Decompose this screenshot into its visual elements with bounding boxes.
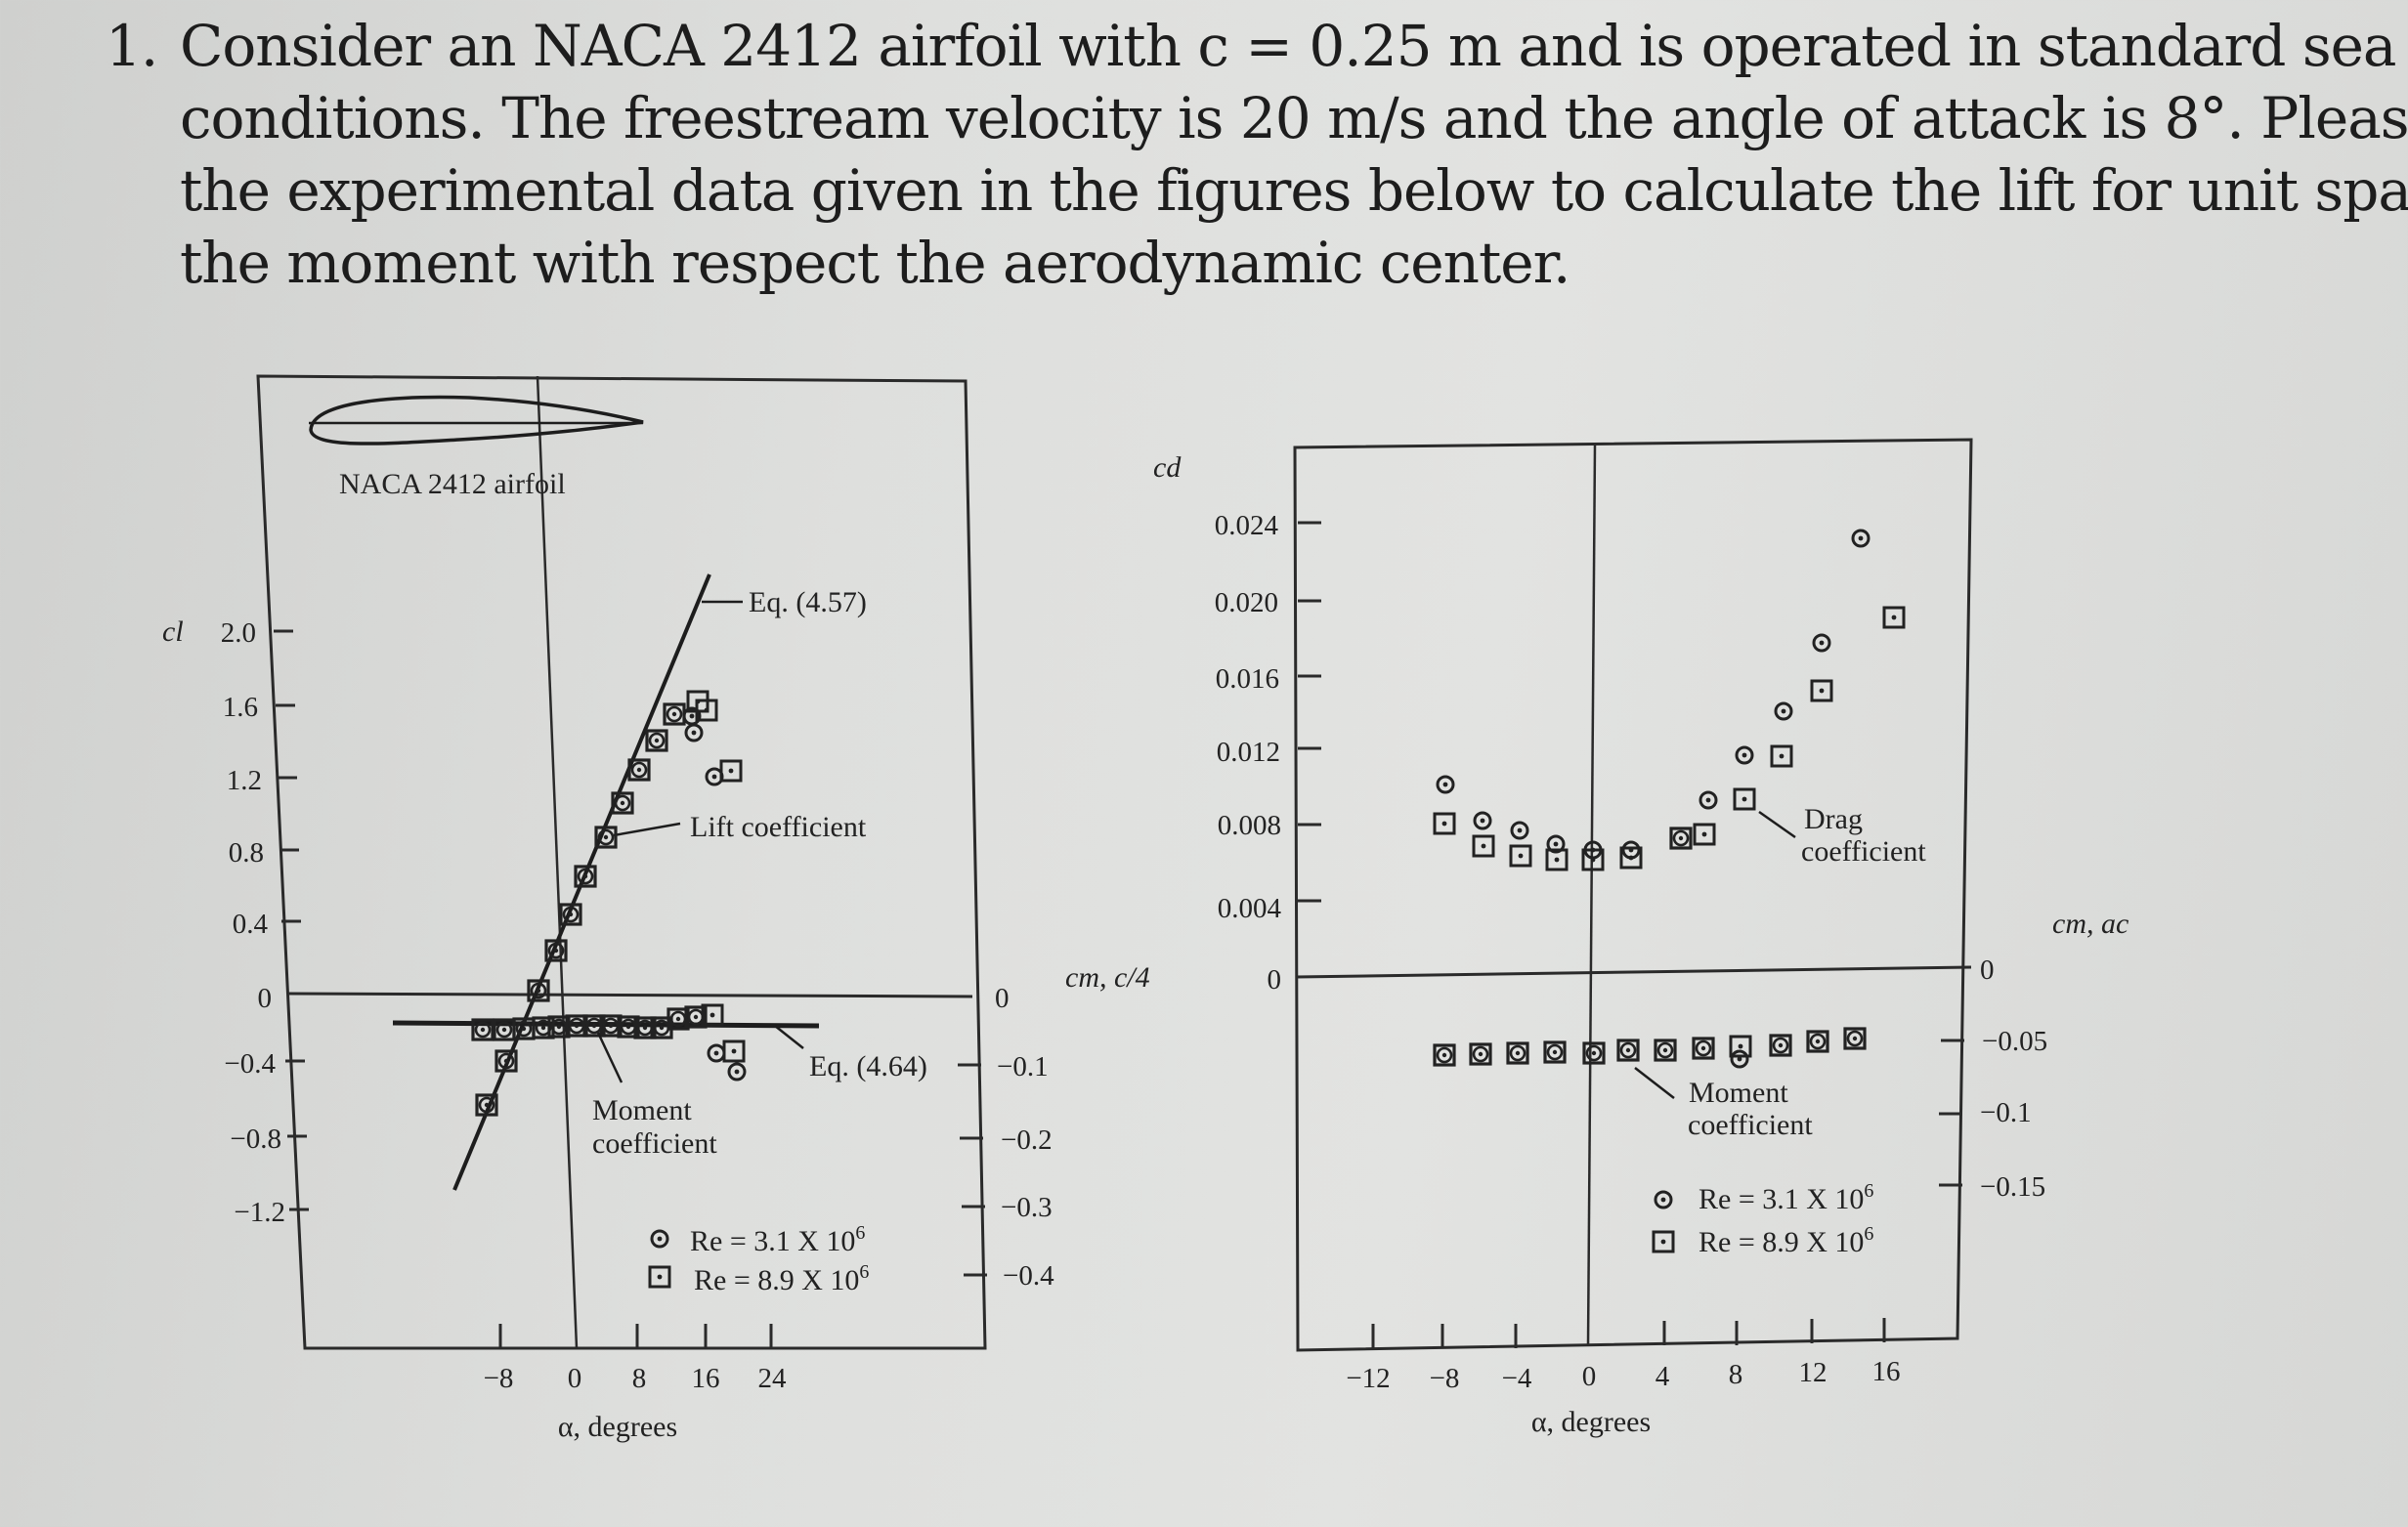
legend-re-3-1: Re = 3.1 X 106 [690, 1222, 865, 1257]
cl-tick: 0.4 [233, 909, 269, 940]
right-chart: cd 0.024 0.020 0.016 0.012 0.008 0.004 0… [1153, 438, 2128, 1438]
cl-axis: cl 2.0 1.6 1.2 0.8 0.4 0 −0.4 −0.8 −1.2 [162, 615, 309, 1228]
cl-tick: 0.8 [229, 837, 264, 869]
cm-c4-tick: −0.3 [1001, 1192, 1053, 1223]
alpha-tick: −8 [1430, 1363, 1460, 1394]
left-chart-frame [256, 374, 987, 1350]
moment-ac-label-line1: Moment [1689, 1077, 1788, 1109]
problem-line-2: conditions. The freestream velocity is 2… [180, 85, 2408, 151]
cl-tick: 0 [258, 983, 273, 1014]
cd-tick: 0.004 [1218, 893, 1282, 924]
cl-tick: 1.6 [223, 692, 258, 723]
re-3-1-marker-icon [650, 1229, 669, 1249]
left-alpha-axis: −8 0 8 16 24 α, degrees [484, 1324, 787, 1443]
alpha-tick: −8 [484, 1363, 514, 1394]
right-alpha-axis-label: α, degrees [1531, 1406, 1651, 1438]
problem-number: 1. [106, 13, 158, 79]
alpha-tick: 16 [1872, 1356, 1901, 1387]
right-alpha-zero-line [1586, 444, 1597, 1346]
cm-c4-tick: −0.1 [997, 1051, 1049, 1082]
cm-ac-tick: −0.15 [1980, 1171, 2045, 1203]
right-cd-zero-line [1295, 965, 1972, 979]
cl-tick: −0.4 [224, 1048, 276, 1080]
cm-c4-tick: −0.2 [1001, 1124, 1053, 1156]
cm-ac-tick: 0 [1980, 954, 1995, 986]
alpha-tick: 8 [1729, 1359, 1743, 1390]
problem-line-4: the moment with respect the aerodynamic … [180, 230, 1570, 296]
cm-c4-tick: 0 [995, 983, 1010, 1014]
left-chart: NACA 2412 airfoil cl 2.0 1.6 1.2 0.8 0.4… [162, 374, 1150, 1443]
problem-statement: 1. Consider an NACA 2412 airfoil with c … [106, 10, 2408, 299]
cd-tick: 0.024 [1215, 510, 1279, 541]
cd-tick: 0.016 [1216, 663, 1279, 695]
alpha-tick: 0 [568, 1363, 582, 1394]
right-alpha-axis: −12 −8 −4 0 4 8 12 16 α, degrees [1346, 1318, 1901, 1438]
cl-tick: 1.2 [227, 765, 262, 796]
cm-c4-axis: cm, c/4 0 −0.1 −0.2 −0.3 −0.4 [958, 961, 1150, 1292]
left-alpha-zero-line [536, 375, 579, 1349]
left-legend: Re = 3.1 X 106 Re = 8.9 X 106 [648, 1222, 869, 1296]
re-3-1-marker-icon [1654, 1190, 1673, 1209]
re-8-9-marker-icon [648, 1265, 671, 1289]
lift-coefficient-label: Lift coefficient [690, 811, 867, 843]
cm-c4-tick: −0.4 [1003, 1260, 1054, 1292]
eq-4-57-label: Eq. (4.57) [749, 586, 867, 618]
cl-tick: 2.0 [221, 617, 256, 649]
cm-ac-axis: cm, ac 0 −0.05 −0.1 −0.15 [1939, 908, 2128, 1203]
cl-tick: −0.8 [230, 1124, 281, 1155]
alpha-tick: −12 [1346, 1363, 1390, 1394]
drag-label-line1: Drag [1804, 803, 1863, 835]
legend-re-3-1: Re = 3.1 X 106 [1698, 1180, 1873, 1215]
cm-c4-axis-label: cm, c/4 [1065, 961, 1150, 994]
cd-tick: 0.020 [1215, 587, 1278, 618]
problem-line-1: Consider an NACA 2412 airfoil with c = 0… [180, 13, 2408, 79]
legend-re-8-9: Re = 8.9 X 106 [1698, 1223, 1873, 1258]
moment-label-line2: coefficient [592, 1127, 717, 1160]
right-legend: Re = 3.1 X 106 Re = 8.9 X 106 [1652, 1180, 1873, 1258]
airfoil-shape-icon [309, 395, 644, 445]
re-8-9-marker-icon [1652, 1230, 1675, 1253]
cd-axis-label: cd [1153, 451, 1182, 484]
alpha-tick: 16 [692, 1363, 720, 1394]
alpha-tick: 0 [1582, 1361, 1597, 1392]
left-cl-zero-line [287, 992, 973, 998]
cd-tick: 0.008 [1218, 810, 1281, 841]
left-alpha-axis-label: α, degrees [558, 1411, 677, 1443]
cd-tick: 0.012 [1217, 737, 1280, 768]
alpha-tick: 24 [758, 1363, 788, 1394]
eq-4-64-label: Eq. (4.64) [809, 1050, 927, 1082]
moment-label-line1: Moment [592, 1094, 692, 1126]
moment-ac-label-line2: coefficient [1688, 1109, 1813, 1141]
cm-ac-axis-label: cm, ac [2052, 908, 2128, 940]
cd-tick: 0 [1268, 964, 1282, 996]
cm-ac-tick: −0.05 [1982, 1026, 2047, 1057]
moment-ac-data-points [1433, 1027, 1867, 1069]
legend-re-8-9: Re = 8.9 X 106 [694, 1261, 869, 1296]
eq-4-64-line [392, 1020, 820, 1029]
cl-tick: −1.2 [234, 1197, 285, 1228]
left-chart-title: NACA 2412 airfoil [339, 468, 566, 500]
cm-ac-tick: −0.1 [1980, 1097, 2032, 1128]
alpha-tick: 8 [632, 1363, 647, 1394]
alpha-tick: −4 [1502, 1363, 1532, 1394]
drag-label-line2: coefficient [1801, 835, 1926, 868]
right-chart-frame [1293, 438, 1973, 1352]
alpha-tick: 4 [1656, 1361, 1670, 1392]
lift-data-points [475, 690, 743, 1117]
alpha-tick: 12 [1799, 1357, 1828, 1388]
problem-line-3: the experimental data given in the figur… [180, 157, 2408, 224]
cl-axis-label: cl [162, 615, 184, 648]
cd-axis: cd 0.024 0.020 0.016 0.012 0.008 0.004 0 [1153, 451, 1321, 996]
